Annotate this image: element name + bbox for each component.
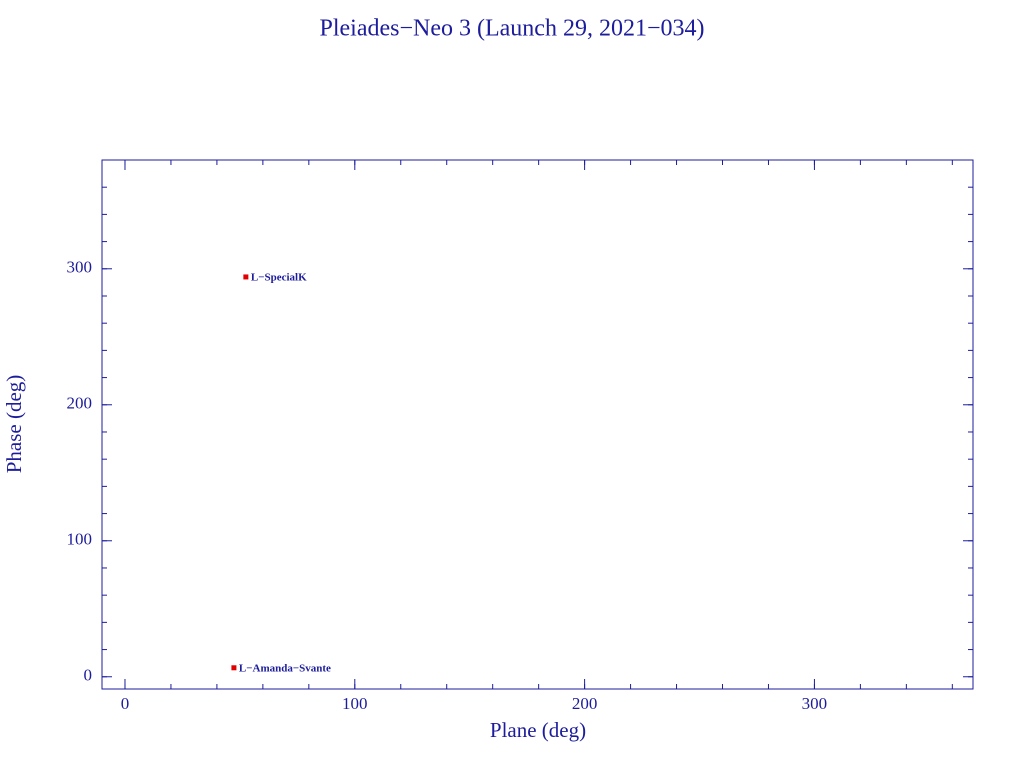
x-axis-label: Plane (deg) <box>490 718 586 742</box>
y-tick-label: 300 <box>67 258 93 277</box>
x-tick-label: 200 <box>572 694 598 713</box>
point-label: L−SpecialK <box>251 271 307 283</box>
plot-frame <box>101 159 974 690</box>
x-tick-label: 300 <box>802 694 828 713</box>
y-axis-label: Phase (deg) <box>2 375 26 474</box>
y-tick-label: 100 <box>67 530 93 549</box>
point <box>243 274 249 280</box>
point <box>231 665 237 671</box>
point-label: L−Amanda−Svante <box>239 662 331 674</box>
chart-title: Pleiades−Neo 3 (Launch 29, 2021−034) <box>320 16 705 42</box>
y-tick-label: 200 <box>67 394 93 413</box>
x-tick-label: 0 <box>121 694 130 713</box>
x-tick-label: 100 <box>342 694 368 713</box>
y-tick-label: 0 <box>84 666 93 685</box>
